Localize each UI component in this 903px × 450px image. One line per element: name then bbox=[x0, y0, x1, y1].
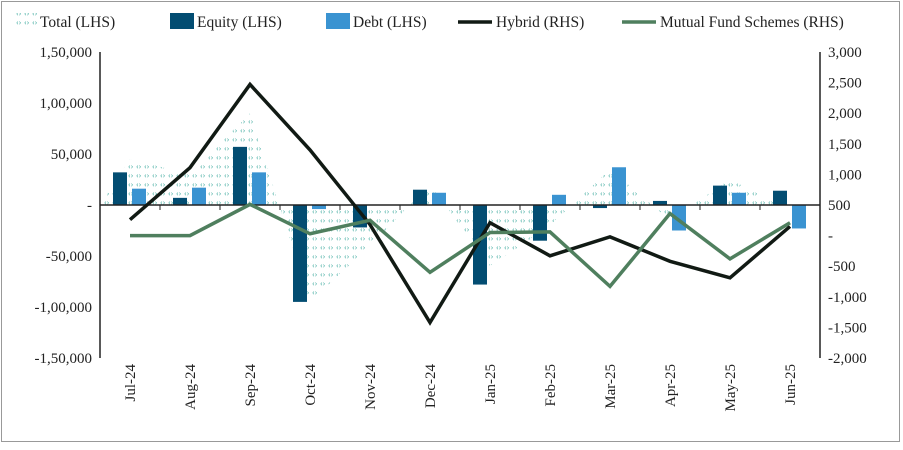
hybrid-line bbox=[128, 81, 792, 326]
legend-label: Mutual Fund Schemes (RHS) bbox=[660, 14, 844, 31]
mutual-fund-line bbox=[130, 202, 791, 289]
right-tick-label: 1,000 bbox=[828, 167, 862, 183]
equity-bar-1 bbox=[173, 197, 187, 205]
legend-label: Hybrid (RHS) bbox=[496, 14, 584, 31]
legend-swatch-total bbox=[14, 13, 38, 29]
right-tick-label: - bbox=[828, 229, 833, 245]
legend-label: Equity (LHS) bbox=[197, 14, 282, 31]
x-tick-label: Aug-24 bbox=[183, 364, 199, 410]
debt-bar-0 bbox=[132, 188, 146, 205]
equity-bar-9 bbox=[653, 200, 667, 205]
x-tick-label: Jan-25 bbox=[483, 364, 499, 404]
debt-bar-10 bbox=[732, 192, 746, 205]
left-tick-label: 1,00,000 bbox=[40, 96, 93, 112]
right-tick-label: 3,000 bbox=[828, 45, 862, 61]
equity-bar-2 bbox=[233, 146, 247, 205]
left-tick-label: 50,000 bbox=[51, 147, 92, 163]
equity-bar-3 bbox=[293, 205, 307, 302]
debt-bar-1 bbox=[192, 187, 206, 205]
x-tick-label: Jun-25 bbox=[783, 364, 799, 405]
debt-bar-11 bbox=[792, 205, 806, 229]
legend-label: Debt (LHS) bbox=[353, 14, 427, 31]
left-tick-label: -1,00,000 bbox=[35, 300, 93, 316]
debt-bar-3 bbox=[312, 205, 326, 210]
right-tick-label: -1,000 bbox=[828, 290, 867, 306]
legend: Total (LHS) Equity (LHS) Debt (LHS) Hybrid … bbox=[14, 13, 844, 31]
equity-bar-5 bbox=[413, 189, 427, 205]
equity-bar-6 bbox=[473, 205, 487, 285]
left-tick-label: - bbox=[87, 198, 92, 214]
debt-bar-7 bbox=[552, 194, 566, 205]
right-tick-label: 2,000 bbox=[828, 106, 862, 122]
x-tick-label: Feb-25 bbox=[543, 364, 559, 407]
x-tick-label: Dec-24 bbox=[423, 364, 439, 409]
right-tick-label: 500 bbox=[828, 198, 851, 214]
x-tick-label: Jul-24 bbox=[123, 364, 139, 402]
equity-bar-11 bbox=[773, 190, 787, 205]
legend-label: Total (LHS) bbox=[40, 14, 115, 31]
x-tick-label: Oct-24 bbox=[303, 364, 319, 406]
right-tick-label: -500 bbox=[828, 259, 856, 275]
debt-bar-2 bbox=[252, 172, 266, 205]
right-tick-label: -1,500 bbox=[828, 320, 867, 336]
x-tick-label: Apr-25 bbox=[663, 364, 679, 407]
right-tick-label: 1,500 bbox=[828, 137, 862, 153]
equity-bar-0 bbox=[113, 172, 127, 205]
left-tick-label: -1,50,000 bbox=[35, 351, 93, 367]
x-tick-label: Mar-25 bbox=[603, 364, 619, 409]
plot-area: 1,50,000 1,00,000 50,000 - -50,000 -1,00,000 -… bbox=[35, 45, 867, 412]
right-tick-label: 2,500 bbox=[828, 76, 862, 92]
equity-bar-7 bbox=[533, 205, 547, 241]
x-tick-label: May-25 bbox=[723, 364, 739, 412]
legend-swatch-bar bbox=[170, 13, 194, 29]
debt-bar-5 bbox=[432, 192, 446, 205]
legend-swatch-bar bbox=[326, 13, 350, 29]
equity-bar-10 bbox=[713, 185, 727, 205]
x-tick-label: Nov-24 bbox=[363, 364, 379, 410]
left-tick-label: 1,50,000 bbox=[40, 45, 93, 61]
left-tick-label: -50,000 bbox=[46, 249, 92, 265]
debt-bar-8 bbox=[612, 167, 626, 205]
x-tick-label: Sep-24 bbox=[243, 364, 259, 407]
equity-bar-8 bbox=[593, 205, 607, 209]
right-tick-label: -2,000 bbox=[828, 351, 867, 367]
